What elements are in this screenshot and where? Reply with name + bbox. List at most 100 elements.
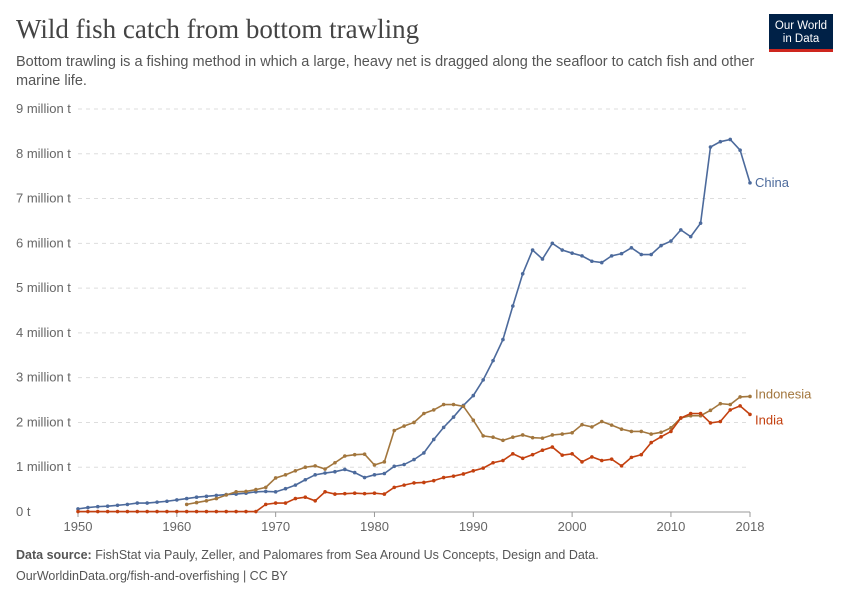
data-point xyxy=(698,221,703,225)
data-point xyxy=(530,248,535,252)
data-point xyxy=(708,145,713,149)
data-point xyxy=(540,257,545,261)
data-point xyxy=(125,509,130,514)
data-point xyxy=(343,454,347,458)
data-point xyxy=(244,509,248,514)
data-point xyxy=(352,470,357,475)
data-source: Data source: FishStat via Pauly, Zeller,… xyxy=(16,548,599,562)
data-point xyxy=(718,419,723,424)
data-point xyxy=(609,254,614,258)
data-point xyxy=(135,501,140,505)
data-point xyxy=(105,509,110,514)
data-point xyxy=(649,252,653,257)
data-point xyxy=(194,495,199,500)
data-point xyxy=(283,501,288,505)
x-tick-label: 2018 xyxy=(736,519,765,534)
data-point xyxy=(372,491,377,495)
data-point xyxy=(669,426,673,430)
data-point xyxy=(392,485,397,490)
data-point xyxy=(333,460,337,465)
data-point xyxy=(481,378,485,382)
data-point xyxy=(471,393,476,398)
data-point xyxy=(145,501,149,505)
data-point xyxy=(303,495,308,500)
data-point xyxy=(580,422,584,427)
data-point xyxy=(194,500,199,505)
data-point xyxy=(293,483,298,487)
data-point xyxy=(491,460,495,465)
data-point xyxy=(501,458,505,463)
data-point xyxy=(293,496,298,501)
data-point xyxy=(254,509,258,514)
data-point xyxy=(639,252,644,257)
data-point xyxy=(451,415,456,419)
data-point xyxy=(669,429,673,434)
data-point xyxy=(619,251,624,256)
data-point xyxy=(115,509,120,514)
y-tick-label: 5 million t xyxy=(16,280,71,295)
data-point xyxy=(333,492,337,496)
data-point xyxy=(372,473,377,477)
data-point xyxy=(125,502,130,507)
data-point xyxy=(343,491,347,496)
y-tick-label: 3 million t xyxy=(16,370,71,385)
data-point xyxy=(481,434,485,438)
data-point xyxy=(659,243,663,248)
chart-title: Wild fish catch from bottom trawling xyxy=(16,14,420,44)
data-point xyxy=(748,181,752,185)
y-tick-label: 8 million t xyxy=(16,146,71,161)
data-point xyxy=(560,432,565,436)
source-url[interactable]: OurWorldinData.org/fish-and-overfishing … xyxy=(16,569,288,583)
data-point xyxy=(609,457,614,461)
data-point xyxy=(511,451,515,456)
series-label: China xyxy=(755,175,790,190)
chart-subtitle: Bottom trawling is a fishing method in w… xyxy=(16,54,755,89)
data-point xyxy=(530,452,535,457)
data-point xyxy=(619,427,624,431)
data-point xyxy=(382,471,387,476)
data-point xyxy=(362,475,367,480)
data-point xyxy=(184,496,189,501)
data-point xyxy=(86,505,90,510)
data-point xyxy=(224,509,229,514)
data-point xyxy=(273,490,278,494)
data-point xyxy=(471,469,476,473)
data-point xyxy=(540,448,545,453)
data-point xyxy=(590,259,594,264)
data-point xyxy=(629,455,634,460)
data-point xyxy=(293,469,298,473)
data-point xyxy=(728,408,733,412)
data-point xyxy=(254,487,258,492)
data-point xyxy=(590,425,594,429)
data-point xyxy=(511,435,515,440)
data-point xyxy=(688,234,693,239)
data-point xyxy=(629,429,634,434)
data-point xyxy=(194,509,199,514)
x-tick-label: 2010 xyxy=(656,519,685,534)
data-point xyxy=(748,394,752,399)
y-tick-label: 9 million t xyxy=(16,101,71,116)
data-point xyxy=(422,411,426,416)
x-tick-label: 1950 xyxy=(64,519,93,534)
data-point xyxy=(204,499,209,503)
data-point xyxy=(234,509,238,514)
data-point xyxy=(165,509,169,514)
data-point xyxy=(184,509,189,514)
data-point xyxy=(333,469,337,474)
data-point xyxy=(263,485,268,490)
data-point xyxy=(609,423,614,427)
data-point xyxy=(352,452,357,457)
data-point xyxy=(412,481,416,485)
source-label: Data source: xyxy=(16,548,92,562)
data-point xyxy=(461,404,466,409)
owid-logo[interactable]: Our World in Data xyxy=(769,14,833,52)
data-point xyxy=(441,425,446,430)
data-point xyxy=(323,490,327,494)
data-point xyxy=(570,251,574,255)
y-tick-label: 4 million t xyxy=(16,325,71,340)
data-point xyxy=(323,471,327,475)
y-tick-label: 7 million t xyxy=(16,191,71,206)
data-point xyxy=(422,480,426,485)
data-point xyxy=(441,475,446,480)
